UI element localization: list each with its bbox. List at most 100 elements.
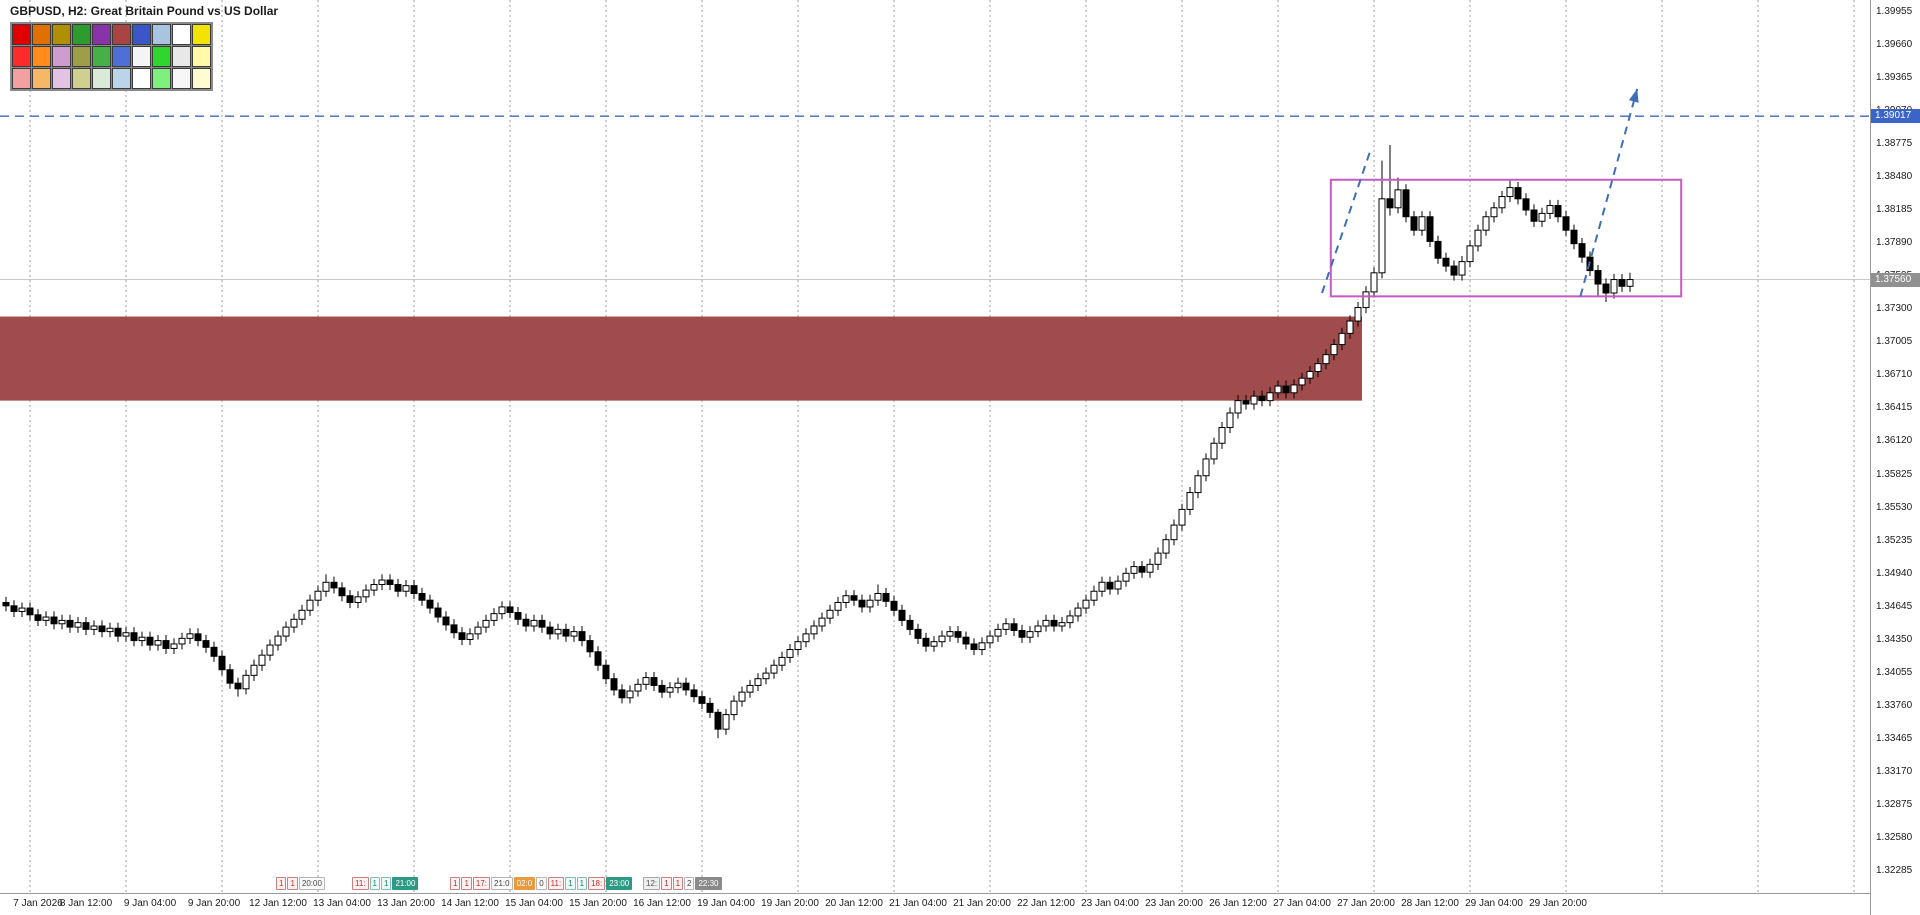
event-chip[interactable]: 21:00	[392, 877, 419, 890]
candle	[1250, 395, 1258, 405]
event-chip[interactable]: 02:0	[513, 877, 536, 890]
palette-swatch[interactable]	[72, 46, 91, 67]
candle	[890, 600, 898, 611]
event-chip[interactable]: 1	[576, 877, 588, 890]
palette-swatch[interactable]	[92, 24, 111, 45]
event-chip[interactable]: 1	[565, 877, 576, 890]
trend-arrow-line[interactable]	[1579, 88, 1639, 297]
time-tick-label: 27 Jan 20:00	[1337, 898, 1395, 909]
candle	[266, 644, 274, 656]
candle	[1226, 412, 1234, 429]
event-chip[interactable]: 1	[380, 877, 392, 890]
candle	[1362, 291, 1370, 309]
event-chip[interactable]: 1	[661, 877, 672, 890]
event-chip[interactable]: 1	[461, 877, 472, 890]
plot-canvas[interactable]	[0, 0, 1870, 893]
palette-swatch[interactable]	[92, 46, 111, 67]
price-tick-label: 1.36120	[1876, 435, 1913, 447]
palette-swatch[interactable]	[52, 24, 71, 45]
palette-swatch[interactable]	[92, 68, 111, 89]
time-tick-label: 12 Jan 12:00	[249, 898, 307, 909]
candle	[1114, 580, 1122, 590]
time-axis[interactable]: 7 Jan 2026 8 Jan 12:00 9 Jan 04:00 9 Jan 20…	[0, 893, 1870, 915]
palette-swatch[interactable]	[32, 46, 51, 67]
event-chip[interactable]: 1	[672, 877, 684, 890]
time-tick-label: 13 Jan 04:00	[313, 898, 371, 909]
bid-price-flag: 1.37560	[1871, 272, 1920, 287]
palette-swatch[interactable]	[12, 46, 31, 67]
palette-swatch[interactable]	[192, 24, 211, 45]
event-chip[interactable]: 2	[684, 877, 695, 890]
candle	[546, 626, 554, 635]
candle	[802, 633, 810, 643]
candle	[106, 627, 114, 633]
candle	[138, 636, 146, 642]
candle	[322, 581, 330, 592]
palette-swatch[interactable]	[112, 24, 131, 45]
candle	[226, 669, 234, 684]
price-axis[interactable]: 1.399551.396601.393651.390701.387751.384…	[1870, 0, 1920, 915]
event-chip[interactable]: 23:00	[606, 877, 633, 890]
candle	[178, 637, 186, 645]
palette-swatch[interactable]	[52, 46, 71, 67]
event-chip[interactable]: 17:	[472, 877, 491, 890]
palette-swatch[interactable]	[12, 68, 31, 89]
palette-swatch[interactable]	[112, 68, 131, 89]
event-chip[interactable]: 21:0	[491, 877, 513, 890]
palette-swatch[interactable]	[32, 68, 51, 89]
color-palette[interactable]	[10, 22, 213, 91]
candle	[1386, 198, 1394, 209]
consolidation-box[interactable]	[1329, 178, 1683, 298]
candle	[1458, 261, 1466, 276]
event-chip[interactable]: 11:	[352, 877, 369, 890]
event-chip[interactable]: 1	[369, 877, 380, 890]
palette-swatch[interactable]	[72, 24, 91, 45]
event-chip[interactable]: 11:	[547, 877, 565, 890]
candle	[1082, 599, 1090, 609]
candle	[1098, 581, 1106, 592]
candle	[642, 677, 650, 685]
palette-swatch[interactable]	[32, 24, 51, 45]
palette-swatch[interactable]	[152, 24, 171, 45]
candle	[1234, 400, 1242, 414]
palette-swatch[interactable]	[132, 68, 151, 89]
event-chip[interactable]: 1	[276, 877, 287, 890]
event-chip[interactable]: 1	[287, 877, 298, 890]
palette-swatch[interactable]	[72, 68, 91, 89]
candle	[778, 656, 786, 666]
event-chip[interactable]: 0	[536, 877, 547, 890]
candle	[258, 654, 266, 666]
palette-swatch[interactable]	[172, 46, 191, 67]
event-chip[interactable]: 12:	[643, 877, 661, 890]
event-chip[interactable]: 1	[450, 877, 461, 890]
palette-swatch[interactable]	[52, 68, 71, 89]
event-chip[interactable]: 18:	[588, 877, 606, 890]
candle	[682, 682, 690, 691]
candle	[618, 689, 626, 699]
candle	[1562, 216, 1570, 231]
candle	[1306, 370, 1314, 379]
palette-swatch[interactable]	[192, 68, 211, 89]
supply-zone-rect[interactable]	[0, 316, 1362, 401]
palette-swatch[interactable]	[132, 46, 151, 67]
event-chip[interactable]: 22:30	[695, 877, 722, 890]
candle	[506, 606, 514, 614]
palette-swatch[interactable]	[172, 24, 191, 45]
palette-swatch[interactable]	[152, 68, 171, 89]
event-chip[interactable]: 20:00	[298, 877, 325, 890]
trend-line[interactable]	[1321, 151, 1371, 294]
palette-swatch[interactable]	[152, 46, 171, 67]
time-tick-label: 13 Jan 20:00	[377, 898, 435, 909]
palette-swatch[interactable]	[132, 24, 151, 45]
candle	[1522, 198, 1530, 211]
palette-swatch[interactable]	[12, 24, 31, 45]
palette-swatch[interactable]	[192, 46, 211, 67]
price-tick-label: 1.34350	[1876, 633, 1913, 645]
time-tick-label: 21 Jan 20:00	[953, 898, 1011, 909]
candle	[74, 622, 82, 628]
candle	[186, 633, 194, 639]
palette-swatch[interactable]	[172, 68, 191, 89]
price-chart[interactable]: GBPUSD, H2: Great Britain Pound vs US Do…	[0, 0, 1870, 893]
candle	[610, 678, 618, 691]
palette-swatch[interactable]	[112, 46, 131, 67]
